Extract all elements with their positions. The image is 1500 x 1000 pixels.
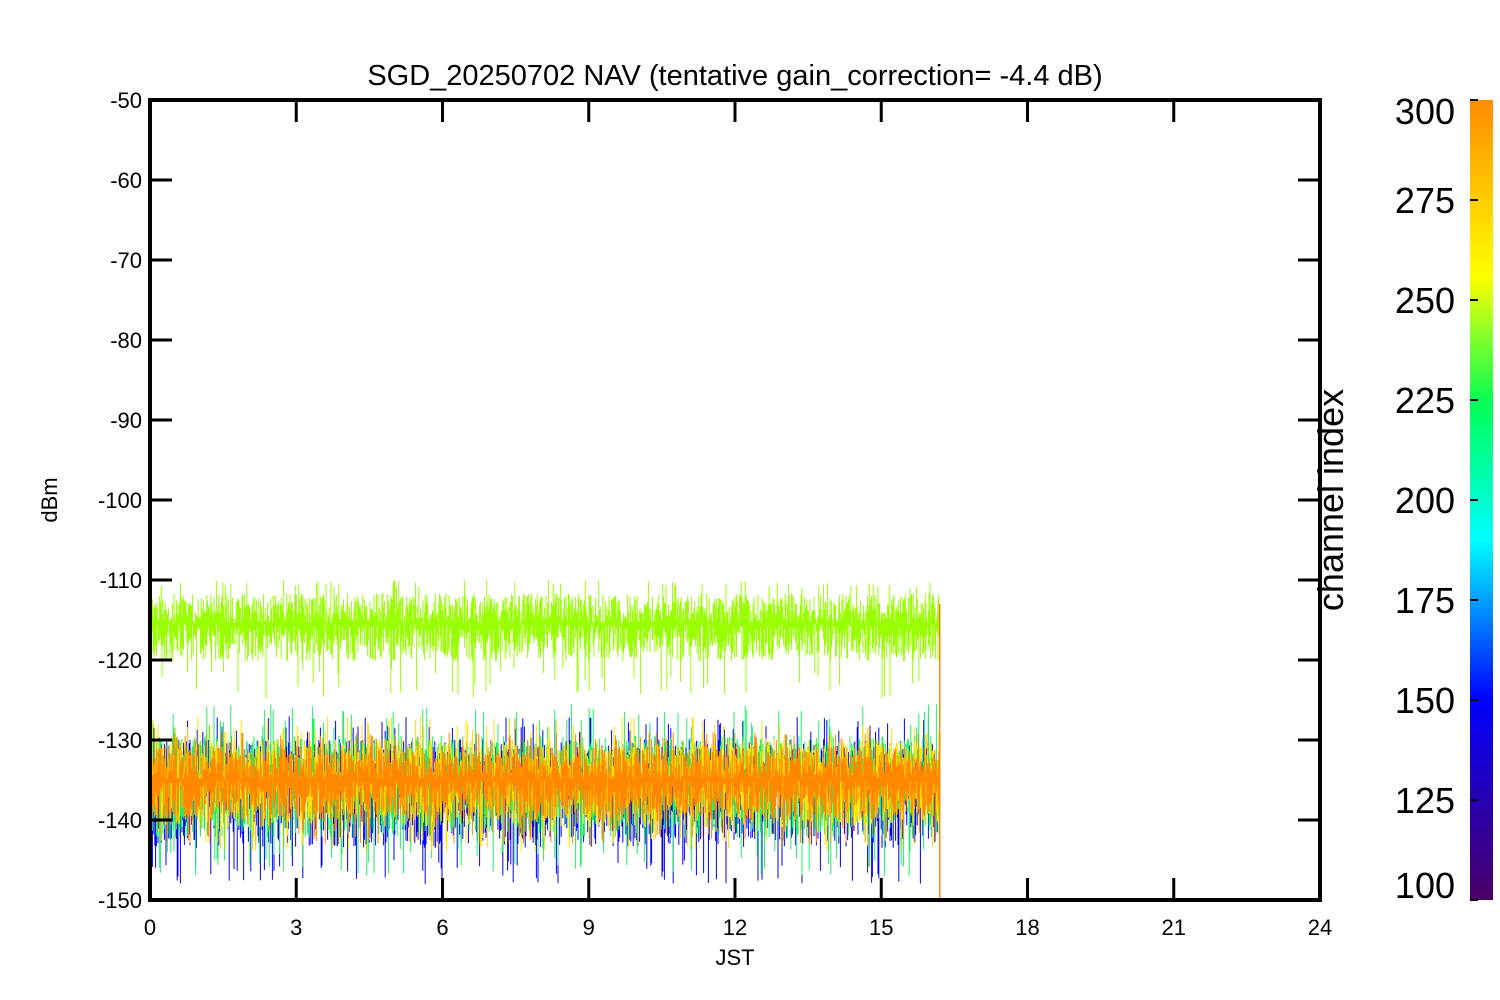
colorbar-tick-label: 200 [1395,480,1455,521]
x-tick-label: 18 [1015,915,1039,940]
colorbar-tick-label: 150 [1395,680,1455,721]
y-axis-label: dBm [37,477,62,522]
colorbar-tick-label: 100 [1395,865,1455,906]
y-tick-label: -150 [98,888,142,913]
x-tick-label: 12 [723,915,747,940]
colorbar-tick-label: 250 [1395,280,1455,321]
x-tick-label: 15 [869,915,893,940]
y-tick-label: -100 [98,488,142,513]
y-tick-label: -60 [110,168,142,193]
x-tick-label: 9 [583,915,595,940]
colorbar-label: channel index [1310,389,1351,611]
y-tick-label: -130 [98,728,142,753]
colorbar-tick-label: 300 [1395,91,1455,132]
colorbar-tick-label: 225 [1395,380,1455,421]
x-tick-label: 21 [1162,915,1186,940]
x-tick-label: 24 [1308,915,1332,940]
series-band [150,732,941,844]
x-tick-label: 6 [436,915,448,940]
chart-title: SGD_20250702 NAV (tentative gain_correct… [367,60,1102,92]
y-tick-label: -50 [110,88,142,113]
colorbar-ticks: 300 275 250 225 200 175 150 125 100 [1395,91,1478,906]
series-layer [150,580,941,900]
y-tick-label: -70 [110,248,142,273]
y-tick-label: -90 [110,408,142,433]
x-axis: 0 3 6 9 12 15 18 21 24 [144,100,1332,940]
series-band [150,580,941,699]
x-tick-label: 0 [144,915,156,940]
y-tick-label: -80 [110,328,142,353]
x-axis-label: JST [715,945,754,970]
x-tick-label: 3 [290,915,302,940]
y-tick-label: -140 [98,808,142,833]
colorbar-tick-label: 275 [1395,180,1455,221]
colorbar-tick-label: 175 [1395,580,1455,621]
colorbar-tick-label: 125 [1395,780,1455,821]
y-tick-label: -120 [98,648,142,673]
y-axis: -50 -60 -70 -80 -90 -100 -110 -120 -130 -140 -150 [98,88,1320,913]
y-tick-label: -110 [100,568,142,593]
